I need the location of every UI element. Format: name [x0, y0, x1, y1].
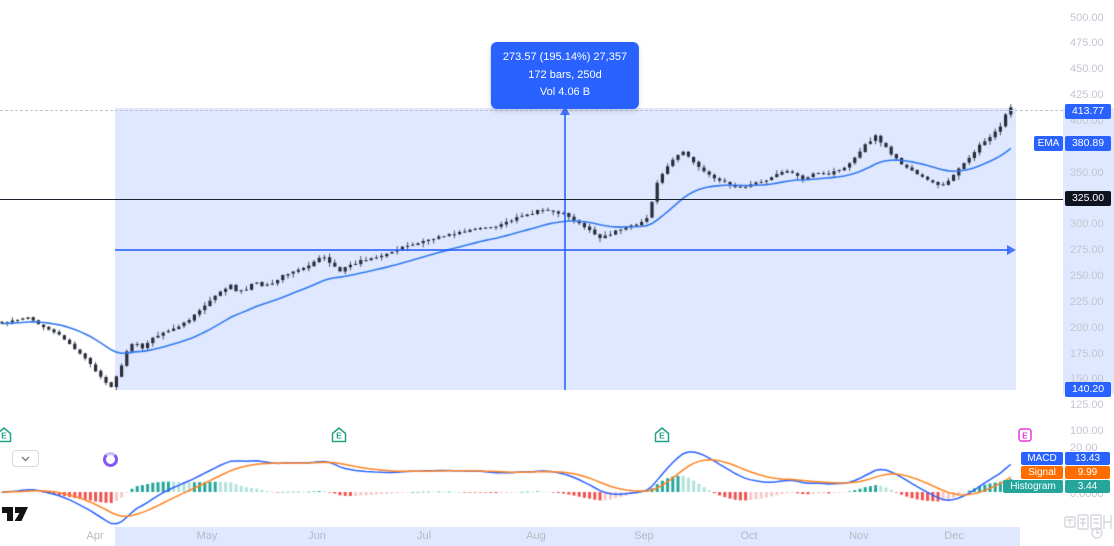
price-tick-label: 250.00	[1070, 270, 1104, 282]
price-axis[interactable]: 500.00475.00450.00425.00400.00375.00350.…	[1063, 0, 1114, 546]
month-label-oct: Oct	[740, 530, 758, 542]
month-label-apr: Apr	[86, 530, 104, 542]
range-low-price-badge: 140.20	[1065, 382, 1111, 397]
crosshair-price-badge: 325.00	[1065, 191, 1111, 206]
price-tick-label: 275.00	[1070, 244, 1104, 257]
macd-legend-value-macd: 13.43	[1065, 452, 1110, 465]
time-axis-highlight-band	[115, 527, 1020, 546]
event-marker-earnings-e[interactable]: E	[654, 427, 670, 443]
price-tick-label: 100.00	[1070, 425, 1104, 438]
event-marker-square-e[interactable]: E	[1017, 427, 1033, 443]
price-tick-label: 350.00	[1070, 166, 1104, 179]
price-tick-label: 175.00	[1070, 347, 1104, 360]
price-tick-label: 125.00	[1070, 399, 1104, 412]
month-label-jul: Jul	[416, 530, 432, 542]
last-price-badge: 413.77	[1065, 104, 1111, 119]
price-tick-label: 300.00	[1070, 218, 1104, 231]
month-label-may: May	[196, 530, 218, 542]
measure-horizontal-arrow-line	[115, 249, 1009, 251]
macd-legend-value-histogram: 3.44	[1065, 480, 1110, 493]
price-tick-label: 500.00	[1070, 11, 1104, 24]
svg-text:E: E	[1022, 431, 1028, 441]
month-label-sep: Sep	[634, 530, 654, 542]
crosshair-horizontal-line	[0, 199, 1063, 200]
square-e-icon: E	[1018, 428, 1032, 442]
svg-text:E: E	[336, 431, 342, 441]
month-label-jun: Jun	[308, 530, 326, 542]
tradingview-logo[interactable]	[2, 504, 29, 523]
ema-value-badge: 380.89	[1065, 136, 1111, 151]
month-label-nov: Nov	[849, 530, 869, 542]
chevron-down-icon	[21, 456, 30, 461]
measure-right-arrowhead-icon	[1007, 245, 1016, 255]
last-price-dashed-line	[0, 110, 1063, 111]
house-e-icon: E	[331, 427, 347, 443]
measure-up-arrowhead-icon	[560, 106, 570, 115]
price-tick-label: 425.00	[1070, 89, 1104, 102]
price-tick-label: 225.00	[1070, 295, 1104, 308]
measure-tooltip-volume: Vol 4.06 B	[539, 86, 591, 99]
loading-spinner-icon[interactable]	[103, 452, 118, 467]
event-marker-earnings-e[interactable]: E	[0, 427, 12, 443]
macd-indicator-canvas[interactable]	[0, 443, 1063, 527]
measure-tooltip-bars: 172 bars, 250d	[528, 68, 602, 81]
month-label-aug: Aug	[526, 530, 546, 542]
price-axis-highlight-band	[1063, 108, 1114, 394]
macd-legend-label-signal: Signal	[1021, 466, 1063, 479]
macd-legend-value-signal: 9.99	[1065, 466, 1110, 479]
price-tick-label: 200.00	[1070, 321, 1104, 334]
macd-axis-top-label: 20.00	[1070, 442, 1098, 454]
svg-text:E: E	[1, 431, 7, 441]
price-tick-label: 475.00	[1070, 37, 1104, 50]
event-marker-earnings-e[interactable]: E	[331, 427, 347, 443]
macd-legend-label-histogram: Histogram	[1003, 480, 1063, 493]
gelonghui-watermark	[1064, 514, 1112, 539]
indicator-collapse-button[interactable]	[12, 450, 39, 467]
measure-tooltip: 273.57 (195.14%) 27,357 172 bars, 250d V…	[490, 42, 640, 109]
ema-label-badge: EMA	[1034, 136, 1063, 151]
measure-tooltip-change: 273.57 (195.14%) 27,357	[502, 51, 628, 63]
svg-text:E: E	[659, 431, 665, 441]
price-tick-label: 450.00	[1070, 63, 1104, 76]
measure-vertical-arrow-line	[564, 113, 566, 390]
macd-legend-label-macd: MACD	[1021, 452, 1063, 465]
month-label-dec: Dec	[944, 530, 964, 542]
house-e-icon: E	[0, 427, 12, 443]
house-e-icon: E	[654, 427, 670, 443]
